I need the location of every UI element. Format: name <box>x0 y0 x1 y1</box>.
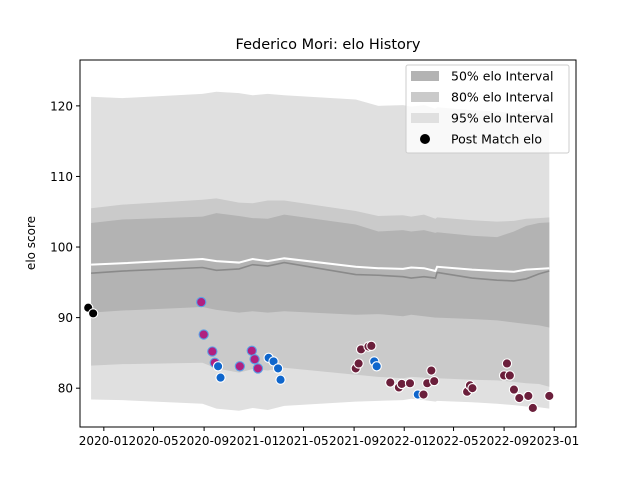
post-match-elo-point <box>508 384 520 395</box>
post-match-elo-point <box>252 363 264 374</box>
y-tick-label: 110 <box>50 170 73 184</box>
post-match-elo-point <box>467 383 478 394</box>
plot-frame <box>79 59 577 428</box>
legend-label: 80% elo Interval <box>451 90 553 105</box>
post-match-elo-point <box>196 296 207 308</box>
post-match-elo-point <box>212 361 224 372</box>
x-tick-label: 2021-01 <box>229 434 279 448</box>
legend: 50% elo Interval 80% elo Interval 95% elo … <box>405 64 570 154</box>
post-match-elo-point <box>249 354 260 365</box>
post-match-elo-point <box>429 375 440 387</box>
x-tick-label: 2023-01 <box>529 434 579 448</box>
post-match-elo-point <box>404 378 416 389</box>
x-tick-label: 2022-09 <box>479 434 529 448</box>
axes: 2020-01 2020-05 2020-09 2021-01 2021-05 2021-… <box>50 59 579 448</box>
post-match-elo-point <box>544 390 555 402</box>
post-match-elo-point <box>353 358 364 369</box>
post-match-elo-point <box>87 308 99 319</box>
x-tick-label: 2022-05 <box>428 434 478 448</box>
legend-marker <box>420 134 430 144</box>
upper-elo-line <box>91 257 550 273</box>
legend-label: Post Match elo <box>451 132 542 147</box>
mean-elo-line <box>91 261 550 282</box>
y-axis-title: elo score <box>24 216 38 270</box>
post-match-elo-point <box>385 377 396 388</box>
post-match-elo-point <box>215 372 226 383</box>
post-match-elo-point <box>523 390 534 402</box>
x-tick-label: 2021-09 <box>329 434 379 448</box>
post-match-elo-point <box>418 389 429 400</box>
plot-area <box>83 91 555 414</box>
legend-swatch <box>411 113 439 123</box>
legend-label: 50% elo Interval <box>451 69 553 84</box>
post-match-elo-point <box>527 402 539 414</box>
post-match-elo-point <box>514 392 525 404</box>
y-tick-label: 100 <box>50 241 73 255</box>
y-tick-label: 120 <box>50 99 73 113</box>
post-match-elo-point <box>426 365 437 376</box>
legend-swatch <box>411 71 439 81</box>
x-tick-label: 2020-05 <box>128 434 178 448</box>
chart-title: Federico Mori: elo History <box>236 37 421 53</box>
post-match-elo-point <box>234 361 246 372</box>
x-tick-label: 2020-09 <box>179 434 229 448</box>
post-match-elo-point <box>246 345 257 356</box>
x-tick-label: 2022-01 <box>379 434 429 448</box>
post-match-elo-point <box>504 370 515 381</box>
x-tick-label: 2021-05 <box>278 434 328 448</box>
legend-swatch <box>411 92 439 102</box>
post-match-elo-point <box>371 361 382 372</box>
post-match-elo-point <box>275 374 286 385</box>
legend-label: 95% elo Interval <box>451 111 553 126</box>
post-match-elo-point <box>272 363 284 374</box>
post-match-elo-point <box>198 329 209 340</box>
y-tick-label: 80 <box>58 382 73 396</box>
x-tick-label: 2020-01 <box>79 434 129 448</box>
y-tick-label: 90 <box>58 311 73 325</box>
post-match-elo-point <box>207 346 218 357</box>
post-match-elo-point <box>501 358 513 369</box>
post-match-elo-point <box>366 340 377 351</box>
legend-box <box>405 64 570 154</box>
